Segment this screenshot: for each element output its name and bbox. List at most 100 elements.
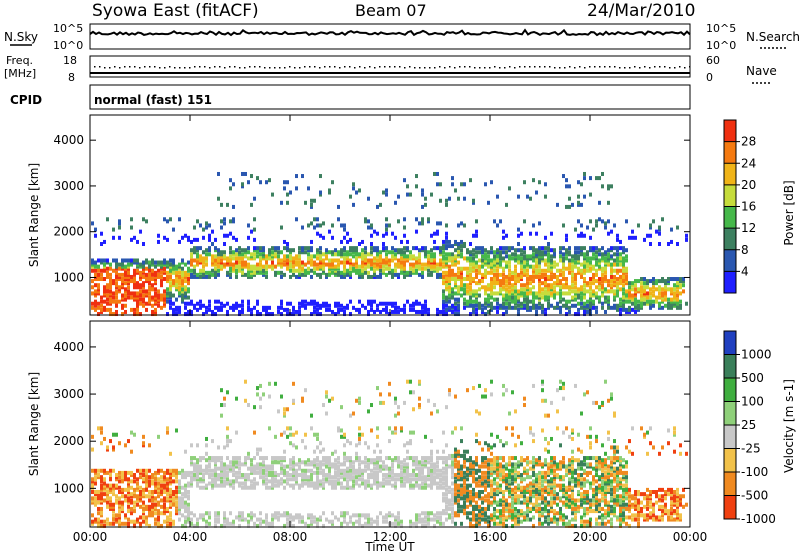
range-cell bbox=[298, 309, 301, 314]
range-cell bbox=[544, 297, 547, 302]
range-cell bbox=[319, 481, 322, 486]
range-cell bbox=[622, 246, 625, 251]
range-cell bbox=[502, 277, 505, 282]
range-cell bbox=[550, 262, 553, 267]
range-cell bbox=[148, 295, 151, 300]
range-cell bbox=[499, 287, 502, 292]
range-cell bbox=[247, 274, 250, 279]
range-cell bbox=[544, 235, 547, 240]
range-cell bbox=[142, 489, 145, 494]
range-cell bbox=[265, 466, 268, 471]
range-cell bbox=[100, 506, 103, 511]
range-cell bbox=[172, 498, 175, 503]
range-cell bbox=[586, 225, 589, 230]
range-cell bbox=[481, 307, 484, 312]
range-cell bbox=[442, 279, 445, 284]
range-cell bbox=[133, 473, 136, 478]
range-cell bbox=[142, 264, 145, 269]
range-cell bbox=[361, 473, 364, 478]
range-cell bbox=[490, 264, 493, 269]
range-cell bbox=[307, 252, 310, 257]
range-cell bbox=[565, 312, 568, 317]
range-cell bbox=[265, 307, 268, 312]
colorbar-segment bbox=[724, 163, 736, 186]
range-cell bbox=[466, 466, 469, 471]
range-cell bbox=[250, 468, 253, 473]
range-cell bbox=[175, 270, 178, 275]
nave-dot bbox=[309, 66, 311, 68]
range-cell bbox=[277, 517, 280, 522]
range-cell bbox=[376, 252, 379, 257]
range-cell bbox=[166, 219, 169, 224]
range-cell bbox=[154, 270, 157, 275]
range-cell bbox=[148, 262, 151, 267]
range-cell bbox=[316, 481, 319, 486]
range-cell bbox=[172, 266, 175, 271]
range-cell bbox=[580, 202, 583, 207]
range-cell bbox=[514, 299, 517, 304]
range-cell bbox=[355, 256, 358, 261]
range-cell bbox=[388, 270, 391, 275]
range-cell bbox=[430, 511, 433, 516]
range-cell bbox=[220, 483, 223, 488]
range-cell bbox=[472, 258, 475, 263]
range-cell bbox=[268, 264, 271, 269]
range-cell bbox=[142, 492, 145, 497]
range-cell bbox=[319, 262, 322, 267]
range-cell bbox=[256, 462, 259, 467]
range-cell bbox=[310, 462, 313, 467]
range-cell bbox=[340, 223, 343, 228]
range-cell bbox=[373, 462, 376, 467]
range-cell bbox=[118, 277, 121, 282]
range-cell bbox=[244, 475, 247, 480]
range-cell bbox=[376, 519, 379, 524]
range-cell bbox=[376, 307, 379, 312]
range-cell bbox=[589, 285, 592, 290]
range-cell bbox=[406, 192, 409, 197]
range-cell bbox=[205, 305, 208, 310]
range-cell bbox=[220, 305, 223, 310]
range-cell bbox=[310, 477, 313, 482]
range-cell bbox=[259, 266, 262, 271]
range-cell bbox=[352, 268, 355, 273]
range-cell bbox=[196, 246, 199, 251]
range-cell bbox=[553, 289, 556, 294]
range-cell bbox=[157, 511, 160, 516]
range-cell bbox=[388, 250, 391, 255]
nave-dot bbox=[249, 66, 251, 68]
range-cell bbox=[220, 468, 223, 473]
range-cell bbox=[409, 272, 412, 277]
range-cell bbox=[523, 250, 526, 255]
range-cell bbox=[397, 309, 400, 314]
range-cell bbox=[406, 239, 409, 244]
range-cell bbox=[448, 295, 451, 300]
range-cell bbox=[619, 312, 622, 317]
range-cell bbox=[310, 246, 313, 251]
range-cell bbox=[388, 473, 391, 478]
range-cell bbox=[310, 483, 313, 488]
range-cell bbox=[148, 468, 151, 473]
range-cell bbox=[547, 268, 550, 273]
nave-dot bbox=[154, 66, 156, 68]
range-cell bbox=[283, 262, 286, 267]
range-cell bbox=[382, 258, 385, 263]
range-cell bbox=[577, 250, 580, 255]
range-cell bbox=[226, 390, 229, 395]
range-cell bbox=[382, 264, 385, 269]
range-cell bbox=[97, 521, 100, 526]
range-cell bbox=[181, 293, 184, 298]
range-cell bbox=[457, 312, 460, 317]
range-cell bbox=[541, 309, 544, 314]
range-cell bbox=[385, 260, 388, 265]
range-cell bbox=[280, 481, 283, 486]
range-cell bbox=[343, 252, 346, 257]
range-cell bbox=[442, 281, 445, 286]
range-cell bbox=[544, 307, 547, 312]
range-cell bbox=[154, 487, 157, 492]
range-cell bbox=[550, 274, 553, 279]
range-cell bbox=[106, 285, 109, 290]
range-cell bbox=[256, 517, 259, 522]
range-cell bbox=[478, 479, 481, 484]
range-cell bbox=[580, 182, 583, 187]
range-cell bbox=[211, 242, 214, 247]
